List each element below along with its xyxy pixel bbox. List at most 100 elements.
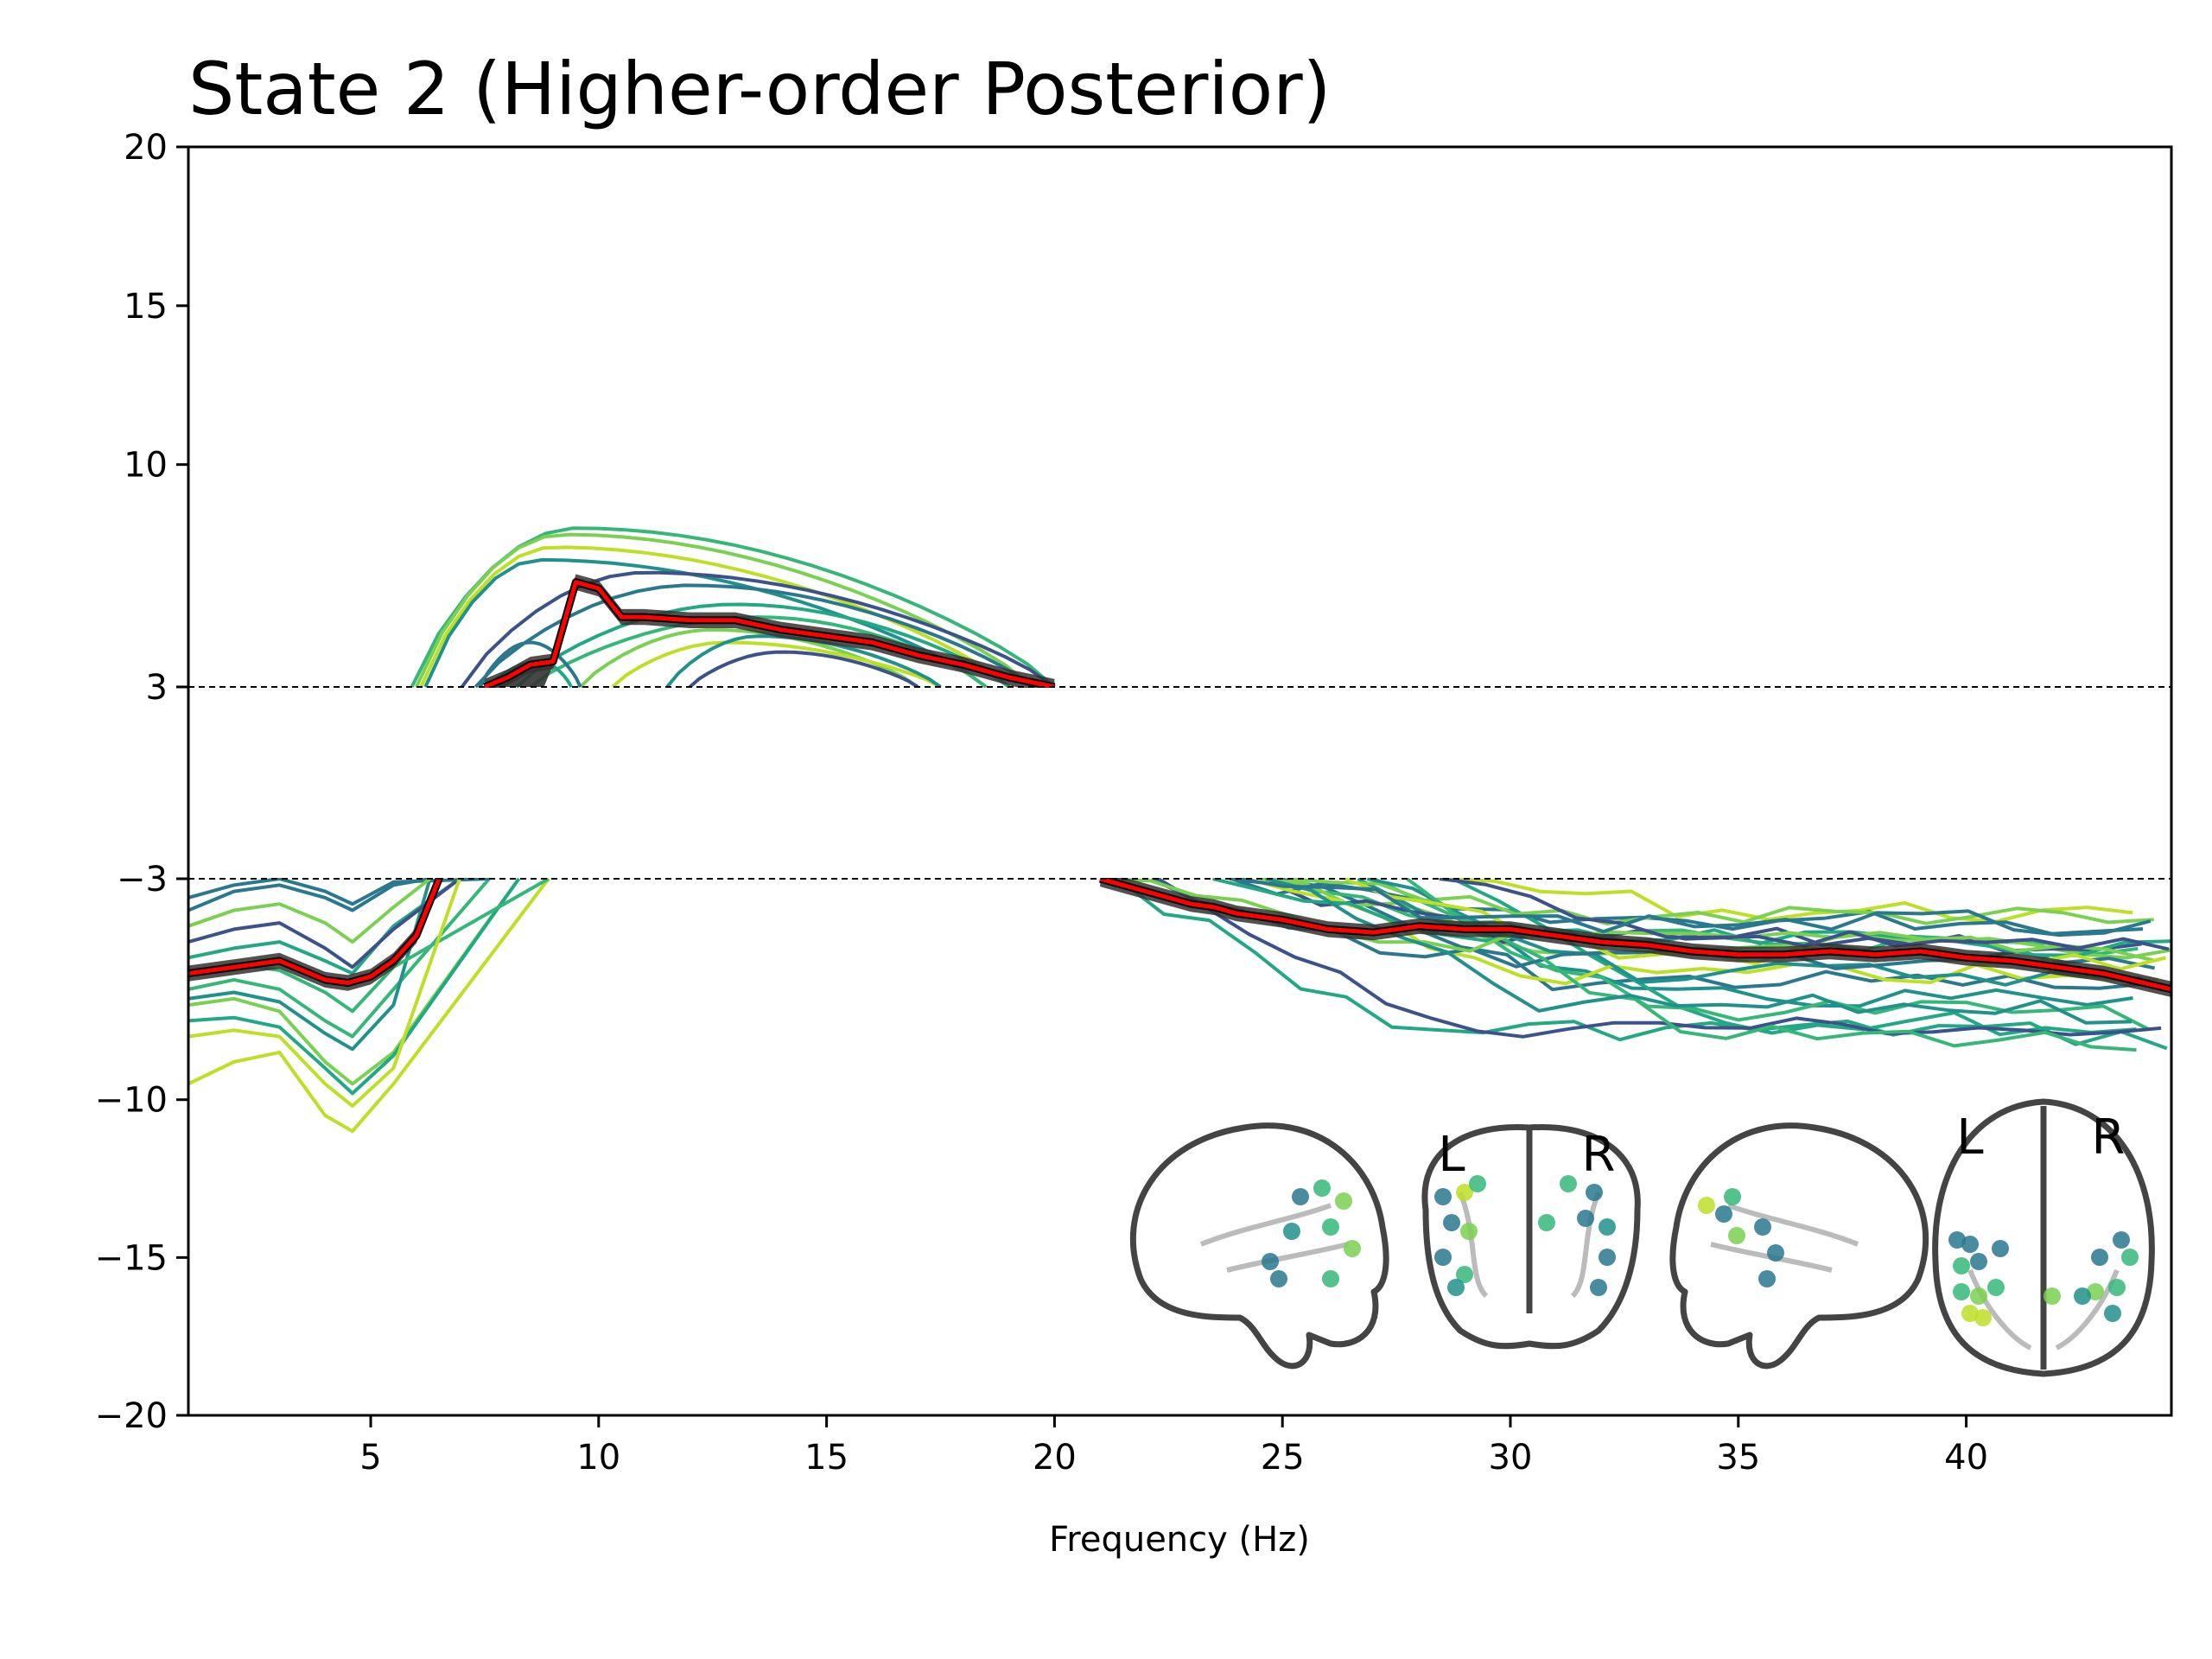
y-tick-label: −20 (95, 1396, 168, 1436)
spectrum-low-2 (188, 877, 491, 1039)
brain-letter-r: R (2092, 1109, 2126, 1166)
brain-node-a2 (1335, 1192, 1352, 1210)
brain-node-d16 (2104, 1305, 2121, 1322)
spectrum-low-6 (188, 877, 461, 969)
brain-node-b13 (1590, 1279, 1607, 1296)
brain-node-a6 (1270, 1270, 1287, 1287)
y-tick-label: 20 (124, 128, 168, 168)
spectrum-high-4 (1448, 877, 2133, 924)
brain-node-c1 (1715, 1205, 1732, 1223)
spectrum-low-8 (188, 877, 521, 1096)
spectrum-high-21 (1238, 877, 2152, 938)
brain-node-d12 (2121, 1249, 2139, 1266)
x-tick-label: 30 (1489, 1438, 1533, 1478)
mean-line-1 (483, 580, 1055, 690)
mean-band-2 (1100, 870, 2171, 997)
brain-node-b7 (1447, 1279, 1465, 1296)
spectrum-low-5 (188, 878, 432, 1052)
mean-spectrum (188, 578, 2171, 994)
chart-title: State 2 (Higher-order Posterior) (188, 47, 1331, 131)
brain-node-d2 (1953, 1257, 1970, 1274)
brain-node-b5 (1434, 1249, 1452, 1266)
brain-node-b1 (1456, 1184, 1473, 1201)
brain-node-d10 (2091, 1249, 2108, 1266)
brain-node-d5 (1953, 1283, 1970, 1300)
spectrum-high-9 (1373, 877, 2150, 1032)
brain-sagittal-left-inner (1199, 1203, 1349, 1273)
spectrum-high-19 (1265, 877, 2133, 1025)
x-axis-label: Frequency (Hz) (1049, 1520, 1310, 1560)
x-tick-label: 10 (576, 1438, 620, 1478)
brain-node-a5 (1262, 1253, 1279, 1270)
spectrum-bump-6 (515, 602, 1010, 689)
x-tick-label: 15 (804, 1438, 849, 1478)
brain-letter-l: L (1956, 1109, 1983, 1166)
brain-node-d7 (1987, 1279, 2005, 1296)
x-tick-label: 20 (1033, 1438, 1077, 1478)
brain-node-b10 (1577, 1210, 1594, 1227)
brain-node-d13 (2108, 1279, 2126, 1296)
y-tick-label: 10 (124, 446, 168, 486)
brain-node-a8 (1322, 1270, 1339, 1287)
spectrum-bump-2 (419, 545, 1010, 689)
spectrum-bump-9 (611, 640, 942, 689)
mean-band-1 (484, 574, 1055, 696)
brain-node-d11 (2113, 1231, 2130, 1249)
y-tick-label: −3 (117, 860, 168, 899)
x-tick-label: 40 (1944, 1438, 1988, 1478)
y-axis-ticks: −20 −15 −10 −3 3 10 15 20 (95, 128, 188, 1436)
threshold-gap (189, 688, 2171, 878)
brain-node-c3 (1728, 1227, 1745, 1244)
spectrum-bump-4 (460, 570, 1056, 689)
brain-node-d9 (1974, 1309, 1992, 1326)
brain-node-c2 (1698, 1197, 1715, 1214)
brain-node-d17 (2044, 1287, 2061, 1305)
x-tick-label: 25 (1261, 1438, 1305, 1478)
brain-node-d4 (1992, 1240, 2009, 1257)
spectrum-low-7 (188, 877, 490, 906)
brain-node-b6 (1456, 1266, 1473, 1283)
spectrum-low-10 (188, 877, 431, 944)
brain-node-d15 (2074, 1287, 2091, 1305)
y-tick-label: −10 (95, 1081, 168, 1121)
brain-node-a4 (1283, 1223, 1300, 1240)
brain-node-b14 (1538, 1214, 1555, 1231)
brain-node-c0 (1724, 1188, 1741, 1205)
brain-node-a3 (1322, 1218, 1339, 1236)
brain-node-b12 (1599, 1249, 1616, 1266)
brain-letter-l: L (1438, 1127, 1465, 1183)
x-tick-label: 5 (359, 1438, 381, 1478)
brain-node-d3 (1970, 1253, 1987, 1270)
brain-node-a0 (1292, 1188, 1309, 1205)
threshold-lines (188, 686, 2171, 880)
brain-node-b8 (1560, 1175, 1577, 1192)
brain-node-c6 (1758, 1270, 1776, 1287)
spectrum-low-1 (188, 877, 461, 976)
brain-node-a1 (1313, 1179, 1331, 1197)
y-tick-label: 3 (146, 668, 168, 708)
brain-node-b11 (1599, 1218, 1616, 1236)
spectrum-bump-3 (423, 557, 988, 689)
spectrum-low-0 (188, 877, 430, 912)
brain-node-b0 (1434, 1188, 1452, 1205)
spectrum-low-11 (188, 878, 461, 1108)
spectrum-bump-1 (414, 532, 1033, 689)
spectrum-bump-12 (478, 640, 582, 688)
brain-node-b3 (1443, 1214, 1460, 1231)
brain-letter-r: R (1582, 1127, 1616, 1183)
brain-node-b2 (1469, 1175, 1486, 1192)
spectrum-bump-11 (688, 650, 919, 689)
brain-coronal-inner (1458, 1191, 1601, 1299)
x-axis-ticks: 5 10 15 20 25 30 35 40 (359, 1415, 1988, 1478)
gap-fill (189, 688, 2171, 878)
mean-line-2 (1099, 876, 2171, 992)
mean-line-0 (188, 878, 442, 985)
brain-node-a7 (1344, 1240, 1361, 1257)
brain-node-b4 (1460, 1223, 1478, 1240)
plot-frame (187, 145, 2173, 1417)
brain-node-d1 (1961, 1236, 1979, 1253)
y-tick-label: −15 (95, 1238, 168, 1278)
brain-node-b9 (1586, 1184, 1603, 1201)
